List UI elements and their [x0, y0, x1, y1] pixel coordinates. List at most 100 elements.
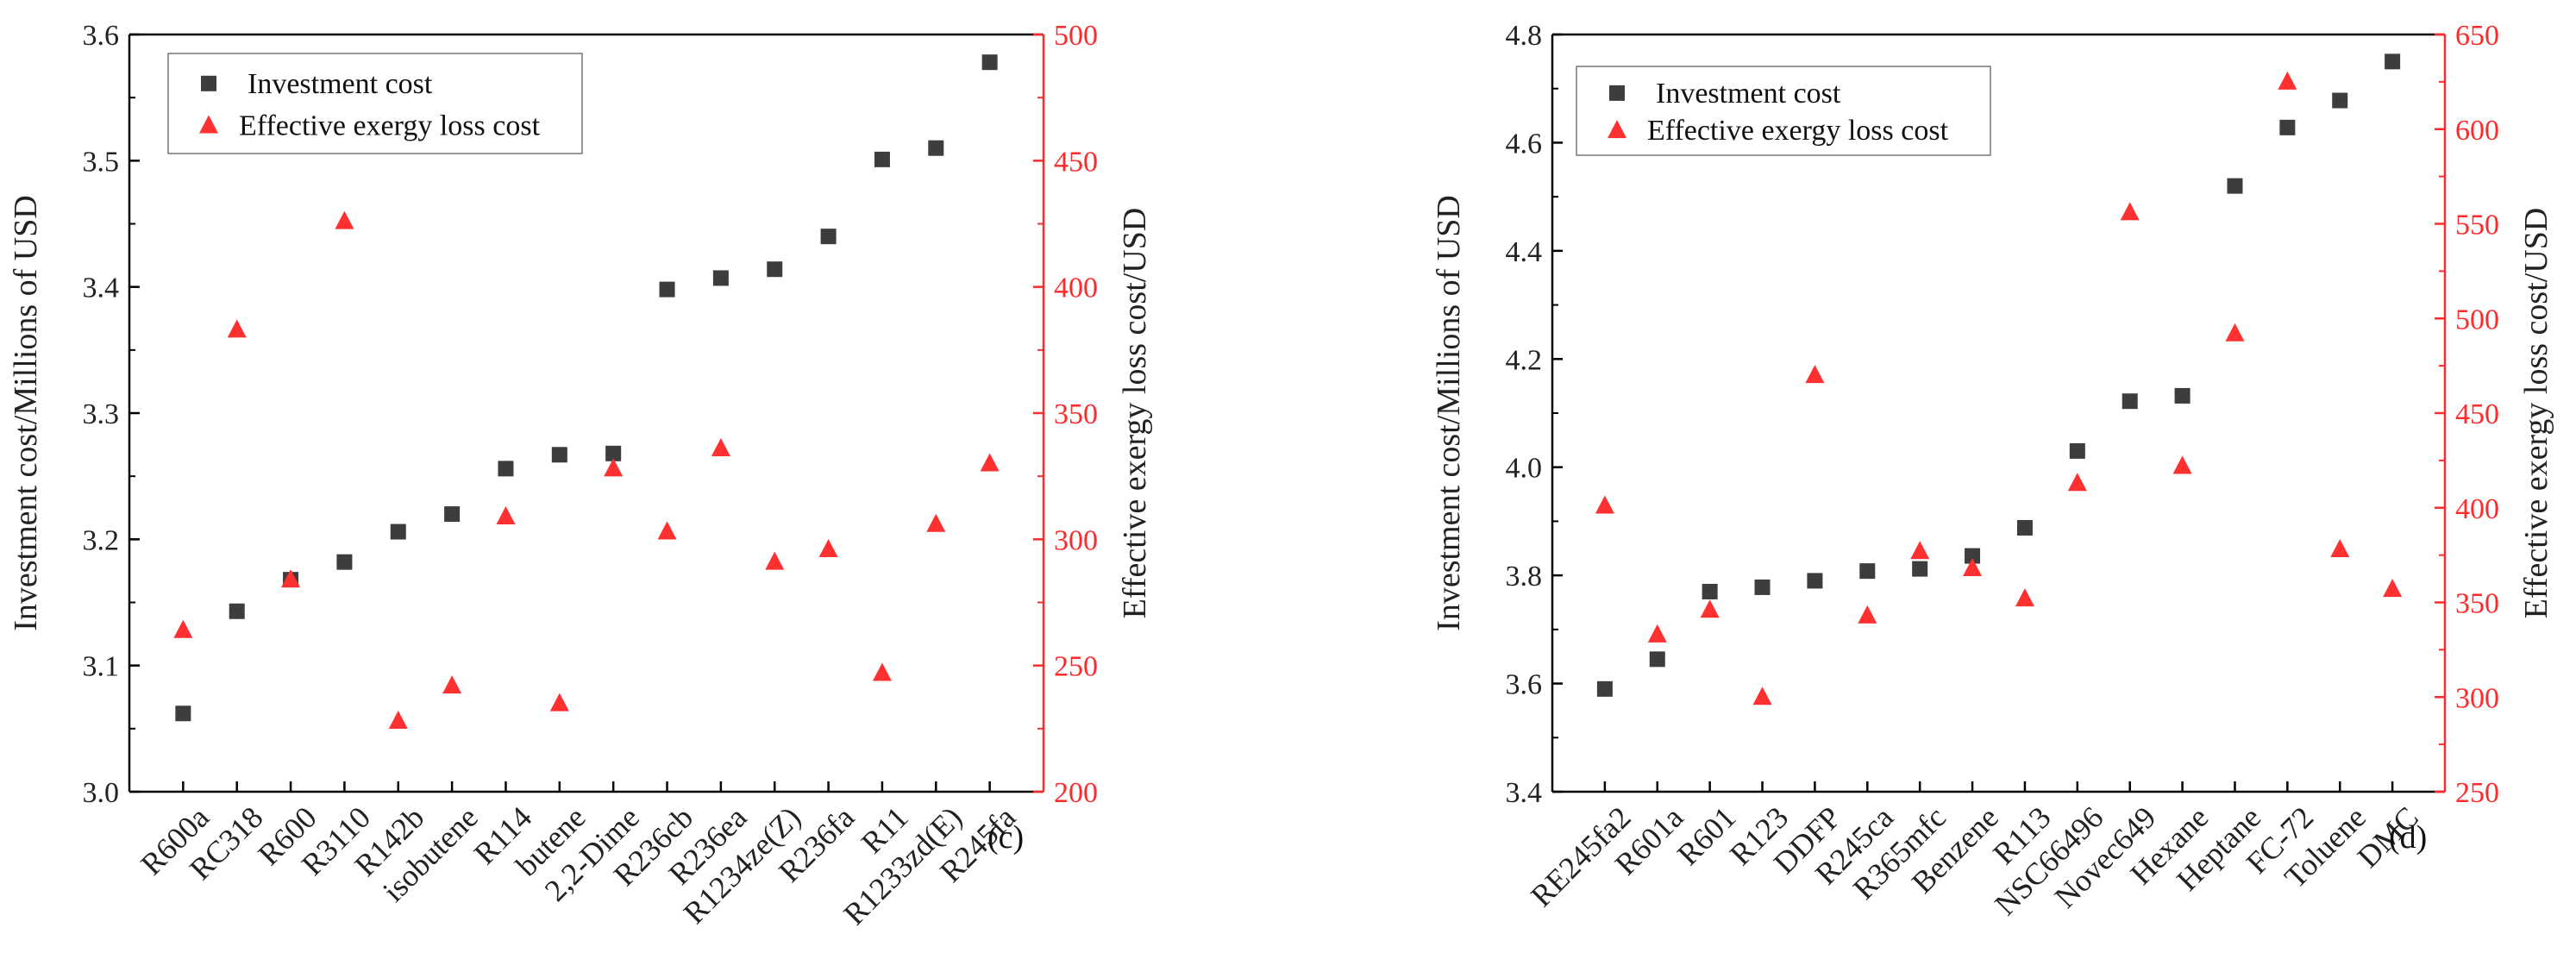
exergy-loss-cost-point: [872, 662, 892, 681]
left-y-axis-title: Investment cost/Millions of USD: [8, 195, 44, 631]
exergy-loss-cost-point: [1805, 365, 1825, 384]
investment-cost-point: [1912, 561, 1928, 577]
left-y-tick-label: 3.3: [83, 398, 120, 430]
investment-cost-point: [1859, 563, 1876, 580]
right-y-tick-label: 650: [2455, 20, 2499, 52]
investment-cost-point: [390, 524, 406, 540]
panel-label: (d): [2389, 819, 2427, 856]
investment-cost-point: [1649, 651, 1665, 668]
x-category-label: R601: [1670, 799, 1742, 871]
left-y-tick-label: 4.2: [1506, 344, 1543, 376]
left-y-axis-title: Investment cost/Millions of USD: [1431, 195, 1467, 631]
investment-cost-point: [2385, 53, 2401, 70]
right-y-tick-label: 350: [2455, 588, 2499, 620]
right-y-tick-label: 200: [1054, 777, 1098, 809]
legend-square-icon: [1609, 85, 1625, 101]
investment-cost-point: [1754, 579, 1771, 595]
right-y-tick-label: 250: [1054, 651, 1098, 683]
chart-panel-c: 3.0 3.1 3.2 3.3 3.4 3.5 3.6 200 250 300 350 400 450 5…: [8, 20, 1153, 931]
investment-cost-point: [2122, 393, 2138, 410]
legend-square-icon: [201, 75, 216, 91]
investment-cost-point: [336, 554, 353, 570]
investment-cost-point: [2279, 119, 2296, 135]
exergy-loss-cost-point: [2383, 579, 2403, 598]
investment-cost-point: [2332, 92, 2348, 109]
investment-cost-point: [1596, 680, 1613, 697]
exergy-loss-cost-point: [711, 437, 730, 456]
right-y-tick-label: 400: [1054, 273, 1098, 304]
investment-cost-point: [229, 603, 245, 619]
investment-cost-point: [928, 140, 944, 156]
exergy-loss-cost-point: [496, 505, 516, 524]
legend-label-exergy: Effective exergy loss cost: [239, 110, 541, 142]
exergy-loss-cost-point: [1700, 599, 1720, 618]
exergy-loss-cost-point: [1647, 624, 1667, 643]
exergy-loss-cost-point: [1963, 557, 1983, 576]
left-y-tick-label: 3.6: [1506, 669, 1543, 701]
exergy-loss-cost-point: [2330, 539, 2350, 558]
legend: Investment cost Effective exergy loss cos…: [167, 53, 583, 154]
legend-triangle-icon: [1608, 120, 1626, 139]
legend-box: [1576, 66, 1991, 156]
investment-cost-point: [605, 445, 622, 461]
exergy-loss-cost-point: [388, 711, 408, 730]
exergy-loss-cost-point: [1858, 605, 1877, 624]
exergy-loss-cost-point: [442, 675, 462, 694]
left-y-tick-label: 3.8: [1506, 561, 1543, 592]
right-y-tick-label: 450: [1054, 146, 1098, 178]
investment-cost-point: [820, 229, 837, 245]
left-y-tick-label: 3.6: [83, 20, 120, 52]
investment-cost-point: [1702, 583, 1718, 599]
legend-box: [167, 53, 583, 154]
exergy-loss-cost-point: [335, 210, 354, 229]
left-y-tick-label: 3.4: [83, 273, 120, 304]
left-y-tick-label: 3.1: [83, 651, 120, 683]
investment-cost-point: [2174, 387, 2191, 404]
left-y-tick-label: 3.2: [83, 524, 120, 556]
right-y-tick-label: 550: [2455, 210, 2499, 241]
legend-label-investment: Investment cost: [248, 68, 433, 100]
investment-cost-point: [1965, 548, 1981, 564]
investment-cost-point: [175, 705, 191, 722]
investment-cost-point: [2016, 519, 2033, 536]
investment-cost-point: [712, 270, 729, 286]
exergy-loss-cost-point: [604, 458, 624, 477]
exergy-loss-cost-point: [227, 319, 247, 338]
exergy-loss-cost-point: [1595, 495, 1614, 514]
exergy-loss-cost-point: [2172, 455, 2192, 474]
legend-label-investment: Investment cost: [1656, 78, 1841, 110]
left-y-tick-label: 4.6: [1506, 128, 1543, 160]
investment-cost-point: [2227, 178, 2243, 194]
exergy-loss-cost-point: [765, 551, 785, 570]
panel-label: (c): [987, 819, 1024, 856]
legend-label-exergy: Effective exergy loss cost: [1647, 115, 1949, 147]
left-y-tick-label: 3.5: [83, 146, 120, 178]
investment-cost-point: [981, 54, 998, 71]
left-y-tick-label: 4.0: [1506, 453, 1543, 485]
right-y-tick-label: 300: [1054, 524, 1098, 556]
right-y-axis-title: Effective exergy loss cost/USD: [2518, 208, 2554, 619]
left-y-tick-label: 4.4: [1506, 236, 1543, 268]
investment-cost-point: [1807, 573, 1823, 589]
right-y-tick-label: 400: [2455, 493, 2499, 525]
right-y-tick-label: 300: [2455, 682, 2499, 714]
left-y-tick-label: 4.8: [1506, 20, 1543, 52]
investment-cost-point: [659, 281, 675, 298]
investment-cost-point: [874, 151, 890, 167]
investment-cost-point: [498, 461, 514, 477]
investment-cost-point: [551, 447, 567, 463]
exergy-loss-cost-point: [2067, 473, 2087, 492]
exergy-loss-cost-point: [173, 619, 193, 638]
exergy-loss-cost-point: [2120, 202, 2140, 221]
exergy-loss-cost-point: [2015, 588, 2034, 607]
right-y-tick-label: 450: [2455, 398, 2499, 430]
legend-triangle-icon: [199, 115, 218, 134]
left-y-tick-label: 3.4: [1506, 777, 1543, 809]
exergy-loss-cost-point: [1752, 687, 1772, 705]
investment-cost-point: [767, 261, 783, 278]
exergy-loss-cost-point: [2225, 323, 2245, 342]
right-y-tick-label: 500: [1054, 20, 1098, 52]
investment-cost-point: [444, 506, 461, 523]
exergy-loss-cost-point: [818, 539, 838, 558]
